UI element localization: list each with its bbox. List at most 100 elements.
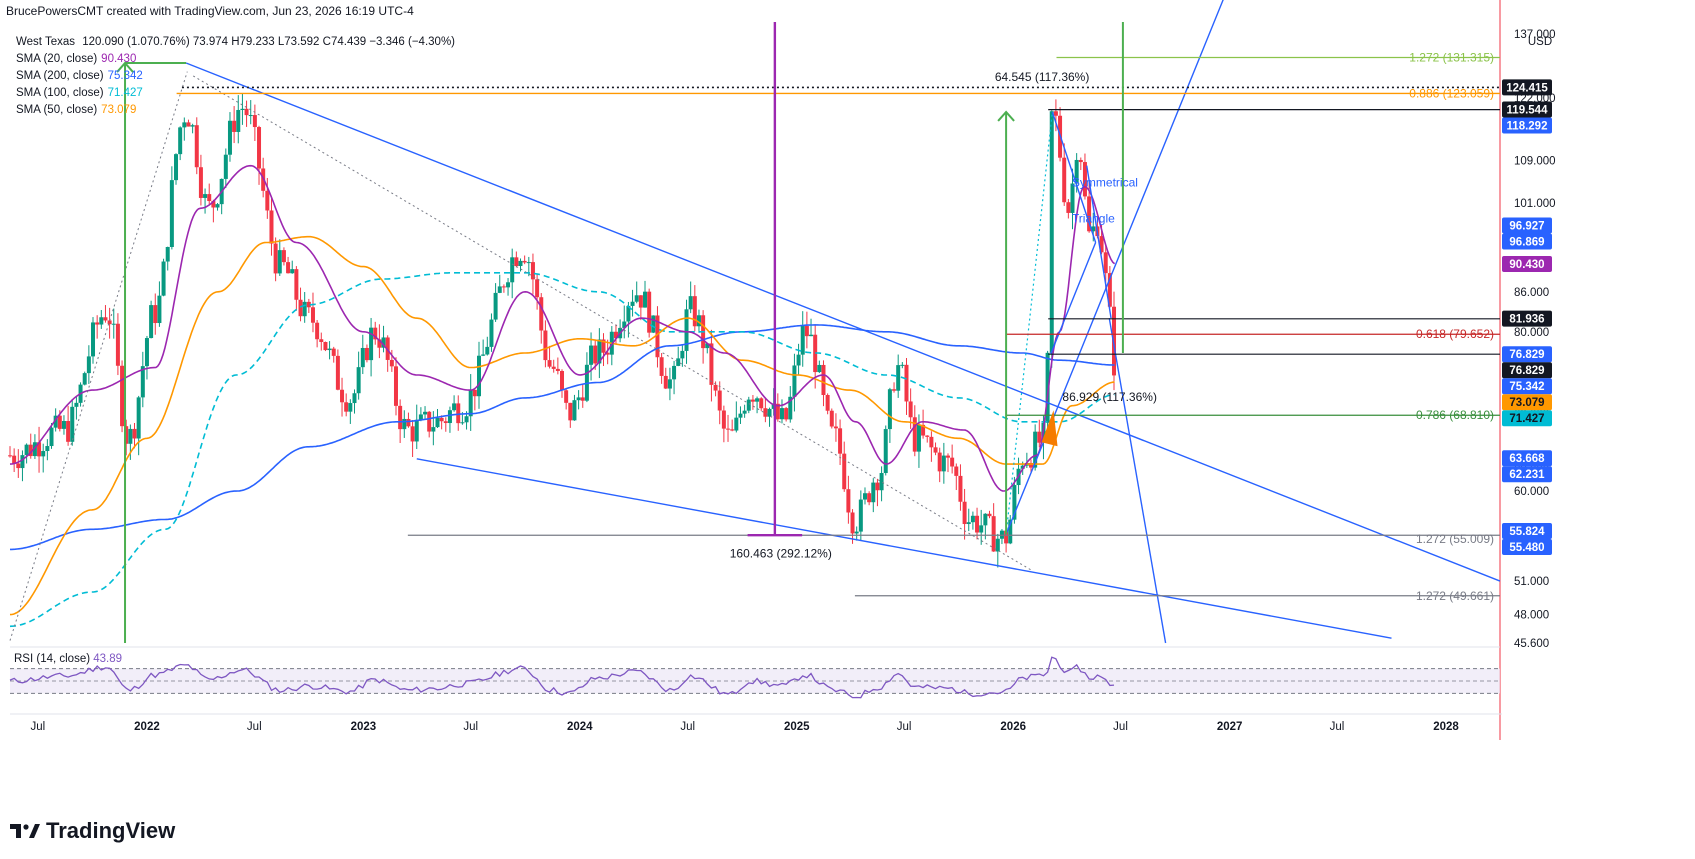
upper-wedge-trendline <box>185 62 1501 582</box>
candle-up <box>1070 183 1075 213</box>
candle-down <box>265 190 270 211</box>
price-tag: 63.668 <box>1502 450 1552 467</box>
triangle-upper-line <box>1051 111 1097 243</box>
legend-sma100[interactable]: SMA (100, close) 71.427 <box>16 87 143 99</box>
candle-up <box>738 413 743 418</box>
price-tick-label: 137.000 <box>1514 29 1556 41</box>
candle-down <box>273 243 278 274</box>
candle-down <box>377 339 382 348</box>
candle-down <box>925 435 930 437</box>
candle-down <box>543 330 548 361</box>
legend-sma20[interactable]: SMA (20, close) 90.430 <box>16 53 137 65</box>
price-tag: 73.079 <box>1502 394 1552 411</box>
tradingview-logo-text: TradingView <box>46 818 176 843</box>
legend-sma50[interactable]: SMA (50, close) 73.079 <box>16 104 137 116</box>
time-tick-label: 2025 <box>784 721 810 733</box>
candle-up <box>248 115 253 117</box>
candle-down <box>153 305 158 324</box>
candle-down <box>655 315 660 358</box>
time-tick-label: 2028 <box>1433 721 1459 733</box>
candle-down <box>1029 462 1034 468</box>
dotted-rise-line <box>9 71 188 641</box>
tradingview-logo[interactable]: TradingView <box>10 818 175 844</box>
price-tag-text: 76.829 <box>1509 349 1544 361</box>
candle-down <box>186 122 191 127</box>
candle-up <box>1091 226 1096 232</box>
candle-up <box>779 408 784 420</box>
candle-down <box>535 279 540 298</box>
price-tag-text: 75.342 <box>1509 381 1544 393</box>
candle-down <box>945 455 950 458</box>
legend-symbol-row: West Texas 120.090 (1.070.76%) 73.974 H7… <box>16 34 455 51</box>
candle-up <box>435 417 440 428</box>
legend-sma200[interactable]: SMA (200, close) 75.342 <box>16 70 143 82</box>
candle-down <box>8 455 12 457</box>
candle-down <box>838 428 843 454</box>
price-axis: USD137.000122.000109.000101.00096.00086.… <box>1502 0 1695 740</box>
candle-down <box>28 444 33 457</box>
price-tag-text: 96.869 <box>1509 237 1544 249</box>
legend: West Texas 120.090 (1.070.76%) 73.974 H7… <box>16 34 455 119</box>
candle-up <box>622 321 627 328</box>
price-tag-text: 81.936 <box>1509 314 1544 326</box>
breakdown-projection-line <box>1108 318 1167 644</box>
candle-down <box>991 516 996 552</box>
candle-up <box>157 295 162 324</box>
candle-down <box>501 286 506 288</box>
candle-up <box>871 482 876 503</box>
candle-up <box>518 260 523 267</box>
legend-symbol[interactable]: West Texas <box>16 36 76 48</box>
time-tick-label: Jul <box>247 721 262 733</box>
candle-up <box>809 334 814 337</box>
candle-up <box>684 309 689 351</box>
candle-up <box>510 257 515 283</box>
candle-up <box>149 305 154 339</box>
candle-up <box>99 317 104 325</box>
price-tag: 75.342 <box>1502 378 1552 395</box>
candle-up <box>970 515 975 523</box>
candle-down <box>875 482 880 491</box>
candle-down <box>730 429 735 431</box>
price-tick-label: 109.000 <box>1514 156 1556 168</box>
time-axis: Jul 2022 Jul 2023 Jul 2024 Jul 2025 Jul 2026 Jul 20… <box>31 721 1460 733</box>
candle-down <box>427 411 432 432</box>
candle-down <box>975 515 980 533</box>
candle-down <box>1103 252 1108 274</box>
candle-up <box>481 354 486 356</box>
candle-down <box>539 297 544 331</box>
candle-up <box>589 345 594 365</box>
annotation-label: 64.545 (117.36%) <box>995 70 1090 84</box>
candle-up <box>526 262 531 264</box>
candle-down <box>373 327 378 340</box>
candle-down <box>66 420 71 442</box>
price-tick-label: 86.000 <box>1514 287 1549 299</box>
candle-up <box>576 397 581 401</box>
candle-down <box>958 475 963 502</box>
candle-up <box>74 402 79 407</box>
price-tag: 55.480 <box>1502 539 1552 556</box>
price-tag-bg <box>1502 346 1552 363</box>
candle-up <box>506 282 511 288</box>
time-tick-label: 2022 <box>134 721 160 733</box>
candle-down <box>1082 162 1087 197</box>
candle-down <box>211 201 216 208</box>
price-tag-text: 119.544 <box>1507 104 1549 116</box>
candle-up <box>643 291 648 308</box>
candle-up <box>900 364 905 366</box>
fib-label: 1.272 (55.009) <box>1416 532 1494 546</box>
candle-up <box>755 398 760 402</box>
price-tag: 96.869 <box>1502 233 1552 250</box>
candle-up <box>1012 485 1017 520</box>
candle-up <box>369 327 374 361</box>
candle-down <box>560 370 565 391</box>
price-tag-text: 90.430 <box>1509 259 1544 271</box>
candle-up <box>476 355 481 397</box>
candle-up <box>485 346 490 355</box>
candle-up <box>1049 111 1054 353</box>
price-tick-label: 45.600 <box>1514 638 1549 650</box>
candle-up <box>169 180 174 247</box>
candle-up <box>423 411 428 415</box>
candle-up <box>53 415 58 428</box>
candle-up <box>402 418 407 430</box>
